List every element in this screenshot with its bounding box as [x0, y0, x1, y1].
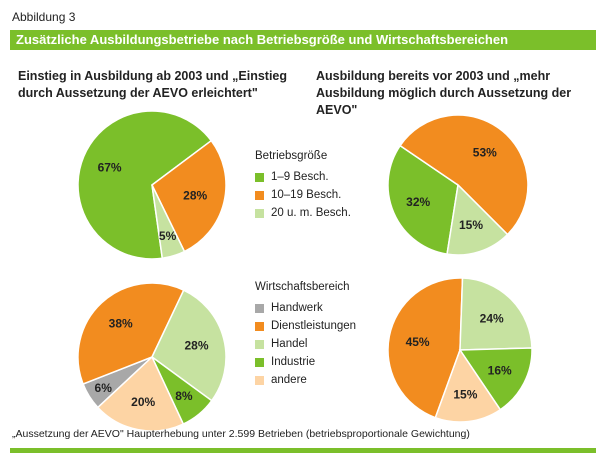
- legend-label: Handwerk: [271, 302, 323, 314]
- legend-item: Handwerk: [255, 299, 356, 317]
- legend-label: andere: [271, 374, 307, 386]
- slice-label: 28%: [183, 188, 207, 202]
- subtitle-left: Einstieg in Ausbildung ab 2003 und „Eins…: [18, 69, 288, 100]
- legend-swatch: [255, 375, 264, 385]
- slice-label: 24%: [480, 312, 504, 326]
- legend-item: 20 u. m. Besch.: [255, 204, 351, 222]
- slice-label: 38%: [109, 316, 133, 330]
- legend-sector-title: Wirtschaftsbereich: [255, 281, 350, 293]
- figure-title: Zusätzliche Ausbildungsbetriebe nach Bet…: [10, 30, 596, 50]
- slice-label: 53%: [473, 146, 497, 160]
- slice-label: 67%: [98, 160, 122, 174]
- slice-label: 8%: [175, 389, 193, 403]
- bottom-rule: [10, 448, 596, 453]
- slice-label: 45%: [406, 335, 430, 349]
- legend-item: Handel: [255, 335, 356, 353]
- legend-swatch: [255, 172, 264, 182]
- slice-label: 32%: [406, 195, 430, 209]
- legend-item: Industrie: [255, 353, 356, 371]
- legend-item: andere: [255, 371, 356, 389]
- slice-label: 15%: [459, 218, 483, 232]
- pie-slice: [151, 289, 227, 402]
- legend-size-title: Betriebsgröße: [255, 150, 328, 162]
- legend-label: Dienstleistungen: [271, 320, 357, 332]
- legend-item: Dienstleistungen: [255, 317, 356, 335]
- legend-swatch: [255, 208, 264, 218]
- legend-size: Betriebsgröße 1–9 Besch. 10–19 Besch. 20…: [255, 150, 351, 222]
- pie-slice: [434, 348, 502, 423]
- pie-slice: [399, 114, 529, 236]
- pie-slice: [387, 277, 464, 419]
- legend-swatch: [255, 339, 264, 349]
- slice-label: 6%: [95, 381, 113, 395]
- legend-item: 10–19 Besch.: [255, 186, 351, 204]
- legend-label: 20 u. m. Besch.: [271, 207, 351, 219]
- slice-label: 28%: [184, 339, 208, 353]
- legend-swatch: [255, 190, 264, 200]
- legend-sector: Wirtschaftsbereich Handwerk Dienstleistu…: [255, 281, 356, 389]
- legend-item: 1–9 Besch.: [255, 168, 351, 186]
- legend-label: Handel: [271, 338, 308, 350]
- pie-slice: [151, 139, 227, 253]
- slice-label: 16%: [488, 363, 512, 377]
- legend-swatch: [255, 357, 264, 367]
- legend-label: 1–9 Besch.: [271, 171, 329, 183]
- pie-slice: [387, 144, 459, 255]
- slice-label: 15%: [453, 387, 477, 401]
- pie-slice: [446, 183, 509, 256]
- footnote: „Aussetzung der AEVO" Haupterhebung unte…: [12, 428, 470, 440]
- legend-swatch: [255, 321, 264, 331]
- pie-slice: [151, 184, 186, 260]
- legend-label: Industrie: [271, 356, 316, 368]
- pie-slice: [96, 355, 185, 432]
- legend-label: 10–19 Besch.: [271, 189, 342, 201]
- slice-label: 5%: [159, 229, 177, 243]
- slice-label: 20%: [131, 395, 155, 409]
- pie-slice: [458, 347, 533, 411]
- pie-slice: [459, 277, 533, 351]
- subtitle-right: Ausbildung bereits vor 2003 und „mehr Au…: [316, 69, 572, 117]
- pie-slice: [77, 282, 185, 385]
- figure-label: Abbildung 3: [12, 10, 76, 24]
- legend-swatch: [255, 303, 264, 313]
- pie-slice: [77, 110, 213, 260]
